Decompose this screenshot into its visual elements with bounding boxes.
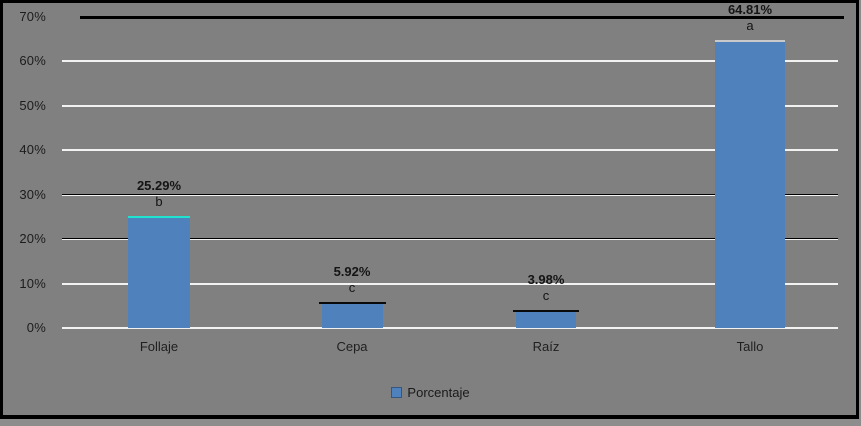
y-tick-label-40%: 40% bbox=[19, 142, 46, 158]
legend-series-label: Porcentaje bbox=[407, 385, 470, 400]
bar-group-letter: b bbox=[155, 193, 163, 209]
gridline-60 bbox=[62, 60, 838, 63]
x-category-label-cepa: Cepa bbox=[336, 339, 368, 354]
gridline-0 bbox=[62, 327, 838, 329]
bar-top-cap bbox=[318, 301, 386, 304]
bar-value-label: 25.29% bbox=[136, 177, 182, 193]
bar-follaje bbox=[128, 215, 190, 328]
bar-raíz bbox=[513, 310, 579, 328]
plot-area: 25.29% b 5.92% c 3.98% c 64.81% a bbox=[62, 2, 844, 329]
bar-top-cap bbox=[513, 310, 579, 313]
bar-tallo bbox=[715, 40, 785, 328]
bar-top-cap bbox=[128, 215, 190, 218]
bar-value-label: 5.92% bbox=[333, 263, 371, 279]
bar-label-block: 64.81% a bbox=[680, 2, 820, 34]
bar-group-letter: c bbox=[542, 288, 550, 304]
bar-label-block: 25.29% b bbox=[89, 178, 229, 210]
y-tick-label-60%: 60% bbox=[19, 53, 46, 69]
bar-top-cap bbox=[715, 40, 785, 43]
x-category-label-follaje: Follaje bbox=[139, 339, 179, 354]
legend-color-swatch bbox=[391, 387, 403, 398]
legend: Porcentaje bbox=[0, 385, 861, 400]
gridline-30 bbox=[62, 193, 838, 196]
gridline-70 bbox=[80, 16, 844, 19]
x-category-label-tallo: Tallo bbox=[736, 339, 764, 354]
y-tick-label-10%: 10% bbox=[19, 275, 46, 291]
y-tick-label-70%: 70% bbox=[19, 9, 46, 24]
bar-label-block: 3.98% c bbox=[476, 272, 616, 304]
bar-group-letter: c bbox=[348, 279, 356, 295]
bar-value-label: 64.81% bbox=[727, 2, 773, 18]
y-tick-label-0%: 0% bbox=[26, 320, 46, 335]
gridline-50 bbox=[62, 104, 838, 107]
bar-group-letter: a bbox=[746, 18, 754, 34]
bar-label-block: 5.92% c bbox=[282, 264, 422, 296]
gridline-10 bbox=[62, 282, 838, 285]
y-tick-label-20%: 20% bbox=[19, 231, 46, 247]
y-tick-label-50%: 50% bbox=[19, 97, 46, 113]
bar-value-label: 3.98% bbox=[527, 272, 565, 288]
bar-cepa bbox=[318, 301, 386, 328]
gridline-40 bbox=[62, 149, 838, 152]
gridline-20 bbox=[62, 238, 838, 241]
y-tick-label-30%: 30% bbox=[19, 186, 46, 202]
x-category-label-raíz: Raíz bbox=[532, 339, 560, 354]
